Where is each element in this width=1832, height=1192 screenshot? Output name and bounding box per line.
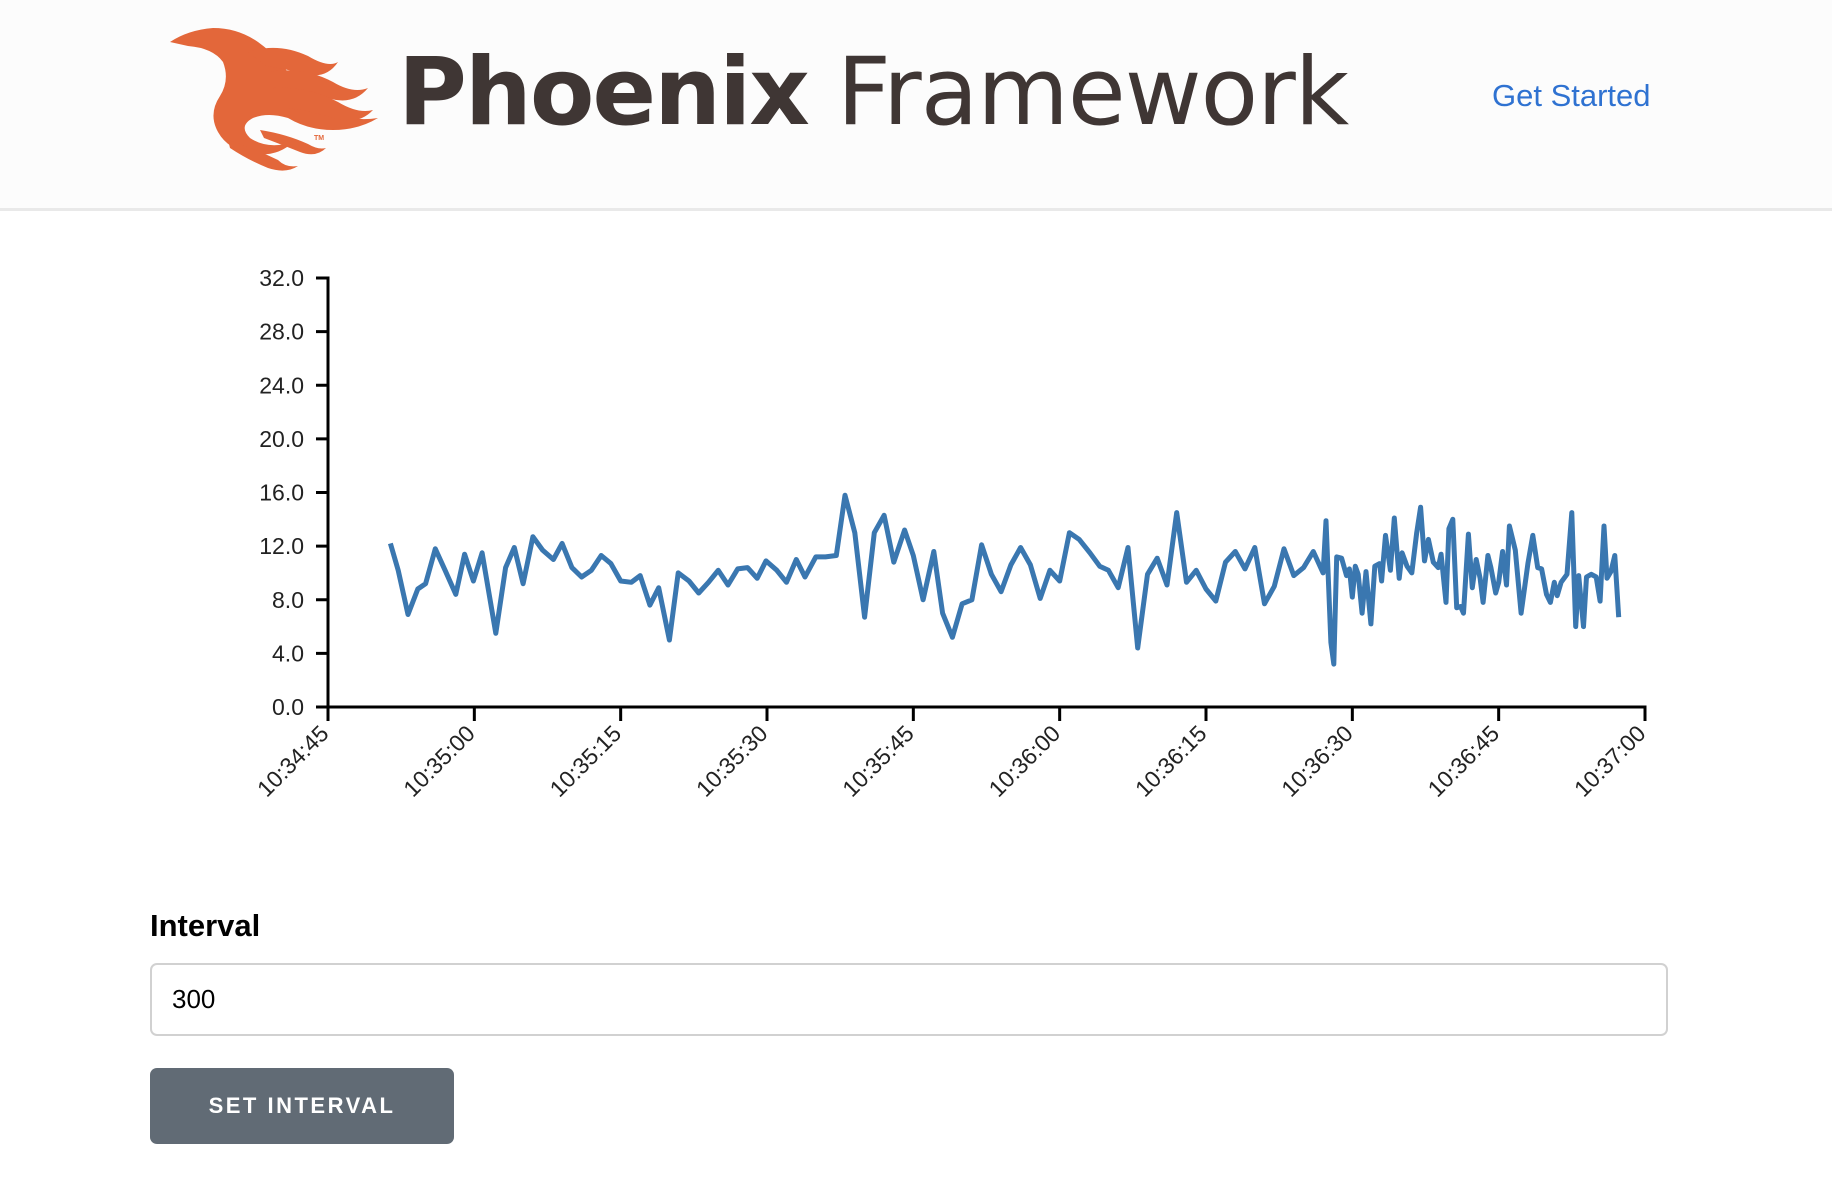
set-interval-button[interactable]: SET INTERVAL xyxy=(150,1068,454,1144)
interval-label: Interval xyxy=(150,908,261,943)
x-tick-label: 10:35:00 xyxy=(398,720,480,802)
y-tick-label: 12.0 xyxy=(259,533,304,559)
x-tick-label: 10:36:45 xyxy=(1423,720,1505,802)
y-tick-label: 0.0 xyxy=(272,694,304,720)
get-started-link[interactable]: Get Started xyxy=(1492,78,1651,113)
y-tick-label: 20.0 xyxy=(259,426,304,452)
y-tick-label: 4.0 xyxy=(272,640,304,666)
y-tick-label: 32.0 xyxy=(259,265,304,291)
x-tick-label: 10:36:15 xyxy=(1130,720,1212,802)
y-axis: 0.0 4.0 8.0 12.0 16.0 20.0 24.0 28.0 32.0 xyxy=(259,265,330,720)
x-tick-label: 10:36:00 xyxy=(984,720,1066,802)
trademark-label: TM xyxy=(314,135,324,142)
logo-wordmark: Phoenix Framework xyxy=(398,38,1349,148)
y-tick-label: 24.0 xyxy=(259,372,304,398)
x-tick-label: 10:35:30 xyxy=(691,720,773,802)
logo-wordmark-bold: Phoenix xyxy=(398,38,810,147)
y-tick-label: 16.0 xyxy=(259,480,304,506)
x-tick-label: 10:35:15 xyxy=(545,720,627,802)
logo-wordmark-light: Framework xyxy=(836,38,1349,147)
x-tick-label: 10:34:45 xyxy=(252,720,334,802)
phoenix-logo-icon[interactable]: TM xyxy=(168,22,1228,172)
line-chart: 0.0 4.0 8.0 12.0 16.0 20.0 24.0 28.0 32.0 10:34:… xyxy=(252,265,1651,802)
y-tick-label: 28.0 xyxy=(259,319,304,345)
interval-input[interactable] xyxy=(150,963,1668,1036)
x-tick-label: 10:37:00 xyxy=(1569,720,1651,802)
x-tick-label: 10:35:45 xyxy=(837,720,919,802)
y-tick-label: 8.0 xyxy=(272,587,304,613)
x-tick-label: 10:36:30 xyxy=(1276,720,1358,802)
x-axis: 10:34:45 10:35:00 10:35:15 10:35:30 10:35:45… xyxy=(252,705,1651,802)
site-header: TM Phoenix Framework Get Started xyxy=(0,0,1832,211)
data-line xyxy=(387,492,1622,667)
